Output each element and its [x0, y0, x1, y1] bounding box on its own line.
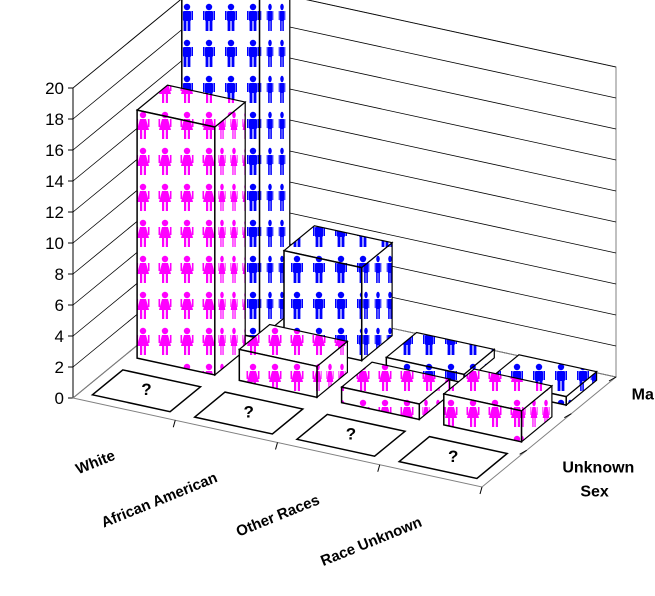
question-mark-icon: ?: [346, 425, 356, 444]
y-tick-label: 16: [45, 141, 64, 160]
bar-base: [193, 391, 305, 435]
y-tick-label: 10: [45, 234, 64, 253]
bar-front: [238, 348, 318, 399]
y-tick-label: 4: [55, 327, 64, 346]
category-label: Other Races: [234, 492, 322, 541]
question-mark-icon: ?: [448, 447, 458, 466]
bars: ????: [90, 0, 598, 480]
bar-front: [340, 386, 421, 421]
category-tick: [479, 486, 483, 495]
series-tick: [564, 413, 572, 419]
unknown-bar: ?: [193, 391, 305, 435]
y-axis: 0 2 4 6 8 10 12 14 16 18 20: [45, 79, 74, 408]
y-tick-label: 2: [55, 358, 64, 377]
y-tick-label: 6: [55, 296, 64, 315]
bar-base: [90, 369, 203, 413]
bar-base: [295, 413, 407, 458]
bar-side: [214, 100, 246, 377]
unknown-bar: ?: [397, 435, 509, 480]
y-tick-label: 14: [45, 172, 64, 191]
series-axis: Male Unknown Sex: [562, 386, 655, 500]
bar-front: [443, 392, 523, 443]
y-tick-label: 8: [55, 265, 64, 284]
question-mark-icon: ?: [141, 380, 151, 399]
y-tick-label: 12: [45, 203, 64, 222]
unknown-bar: ?: [90, 369, 203, 413]
category-label: White: [73, 447, 117, 478]
category-tick: [172, 420, 176, 428]
female-bar: [237, 323, 349, 399]
gridline: [72, 0, 617, 89]
series-tick: [519, 449, 527, 455]
y-tick-label: 0: [55, 389, 64, 408]
unknown-bar: ?: [295, 413, 407, 458]
category-label: Race Unknown: [318, 514, 424, 570]
series-label-unknown-sex: Sex: [580, 484, 609, 501]
question-mark-icon: ?: [244, 402, 254, 421]
bar-front: [136, 109, 216, 376]
y-tick-label: 20: [45, 79, 64, 98]
category-label: African American: [99, 469, 220, 531]
female-bar: [340, 361, 452, 421]
series-label-unknown-sex: Unknown: [562, 460, 634, 477]
female-bar: [135, 84, 247, 377]
series-label-male: Male: [632, 386, 655, 403]
bar-base: [397, 435, 509, 480]
category-tick: [377, 464, 381, 472]
category-tick: [275, 442, 278, 450]
series-tick: [608, 376, 617, 382]
y-tick-label: 18: [45, 110, 64, 129]
female-bar: [442, 368, 554, 444]
